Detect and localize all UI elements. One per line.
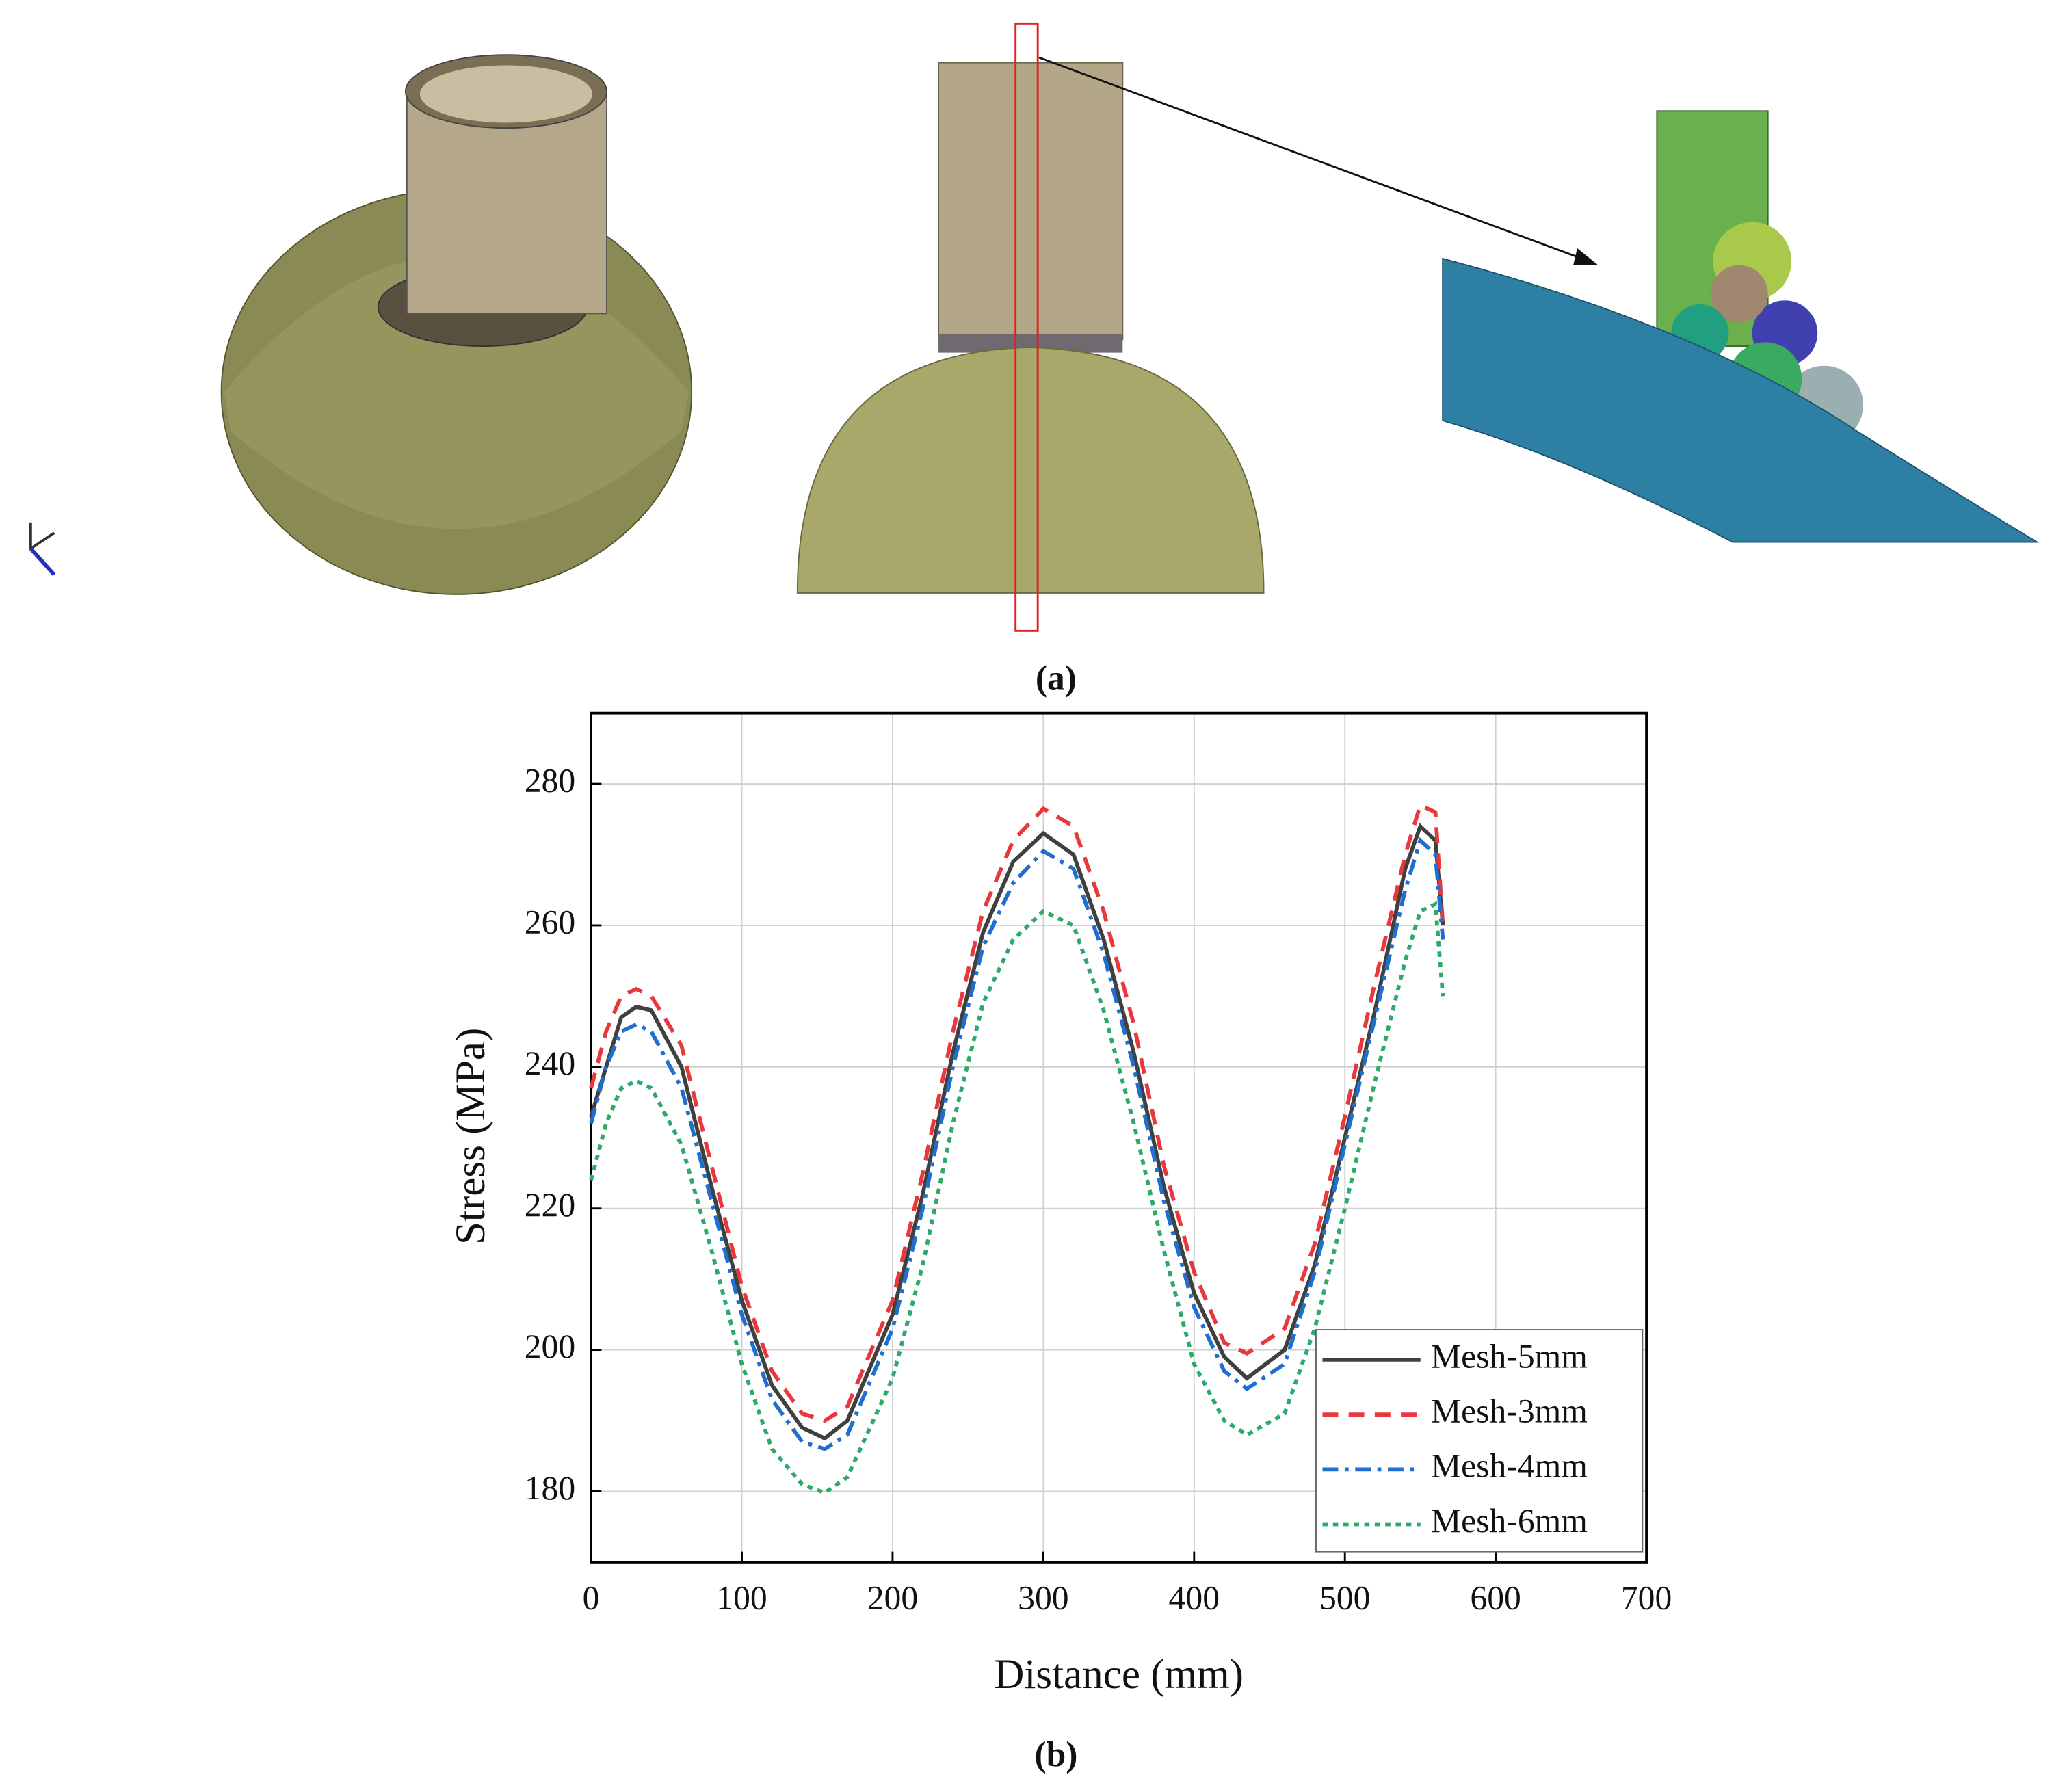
legend-box — [1315, 1329, 1644, 1553]
y-tick-label: 220 — [525, 1186, 575, 1224]
mesh-illustration — [29, 22, 2040, 632]
y-axis-title: Stress (MPa) — [448, 1028, 494, 1245]
legend-label: Mesh-6mm — [1431, 1502, 1588, 1540]
panel-label: (a) — [1036, 659, 1077, 698]
legend-label: Mesh-3mm — [1431, 1393, 1588, 1430]
series-line — [589, 901, 1445, 1495]
x-tick-label: 0 — [583, 1579, 600, 1617]
y-tick-label: 280 — [525, 761, 575, 799]
x-tick-label: 700 — [1621, 1579, 1672, 1617]
x-tick-label: 300 — [1018, 1579, 1068, 1617]
legend-label: Mesh-4mm — [1431, 1447, 1588, 1485]
legend-label: Mesh-5mm — [1431, 1337, 1588, 1375]
x-tick-label: 100 — [716, 1579, 767, 1617]
plot-frame — [590, 711, 1648, 1564]
y-tick-label: 200 — [525, 1328, 575, 1365]
y-tick-label: 240 — [525, 1044, 575, 1082]
x-tick-label: 600 — [1470, 1579, 1521, 1617]
series-line — [589, 836, 1445, 1451]
x-tick-label: 500 — [1319, 1579, 1370, 1617]
x-tick-label: 200 — [867, 1579, 918, 1617]
y-tick-label: 260 — [525, 903, 575, 940]
panel-label: (b) — [1034, 1735, 1077, 1774]
series-line — [589, 802, 1445, 1423]
x-tick-label: 400 — [1169, 1579, 1220, 1617]
y-tick-label: 180 — [525, 1469, 575, 1507]
series-line — [589, 823, 1445, 1441]
x-axis-title: Distance (mm) — [994, 1652, 1244, 1698]
